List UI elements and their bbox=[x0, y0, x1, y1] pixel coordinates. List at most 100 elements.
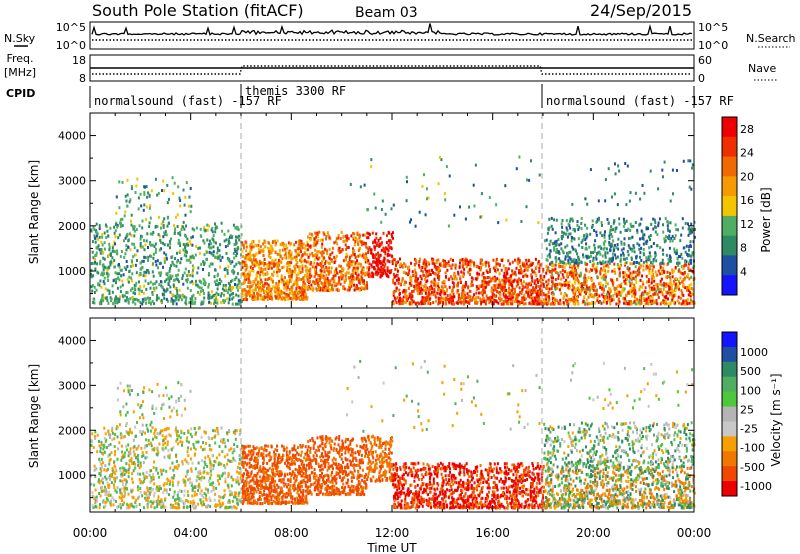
data-cell bbox=[299, 291, 302, 294]
data-cell bbox=[674, 301, 677, 305]
data-cell bbox=[219, 259, 222, 262]
data-cell bbox=[354, 286, 357, 289]
data-cell bbox=[274, 288, 277, 292]
data-cell bbox=[580, 240, 583, 244]
data-cell bbox=[577, 255, 580, 259]
data-cell bbox=[118, 272, 121, 276]
data-cell bbox=[141, 259, 144, 263]
data-cell bbox=[174, 230, 176, 234]
data-cell bbox=[478, 266, 480, 270]
data-cell bbox=[555, 260, 558, 264]
data-cell bbox=[353, 232, 356, 236]
data-cell bbox=[320, 281, 323, 285]
data-cell bbox=[154, 282, 157, 285]
data-cell bbox=[99, 259, 102, 263]
data-cell bbox=[322, 231, 325, 235]
data-cell bbox=[457, 295, 460, 299]
data-cell bbox=[577, 237, 580, 241]
data-cell bbox=[380, 220, 383, 224]
data-cell bbox=[618, 290, 621, 294]
data-cell bbox=[243, 274, 246, 278]
data-cell bbox=[219, 243, 222, 247]
data-cell bbox=[669, 239, 672, 243]
data-cell bbox=[685, 288, 688, 292]
data-cell bbox=[199, 227, 202, 231]
data-cell bbox=[553, 268, 556, 272]
data-cell bbox=[685, 299, 688, 303]
data-cell bbox=[244, 273, 247, 276]
data-cell bbox=[142, 291, 145, 295]
data-cell bbox=[608, 300, 611, 304]
data-cell bbox=[653, 287, 656, 291]
data-cell bbox=[462, 273, 465, 277]
data-cell bbox=[187, 243, 190, 247]
data-cell bbox=[541, 289, 544, 293]
data-cell bbox=[183, 250, 186, 254]
data-cell bbox=[265, 294, 268, 298]
data-cell bbox=[479, 297, 482, 301]
data-cell bbox=[425, 259, 428, 263]
data-cell bbox=[602, 284, 604, 288]
data-cell bbox=[102, 268, 105, 272]
data-cell bbox=[662, 262, 665, 266]
data-cell bbox=[159, 273, 162, 277]
data-cell bbox=[112, 279, 115, 283]
data-cell bbox=[622, 272, 625, 276]
data-cell bbox=[279, 254, 282, 258]
data-cell bbox=[686, 302, 689, 306]
data-cell bbox=[114, 242, 116, 246]
data-cell bbox=[603, 274, 606, 278]
data-cell bbox=[511, 269, 514, 273]
data-cell bbox=[367, 275, 370, 278]
data-cell bbox=[543, 299, 546, 303]
data-cell bbox=[550, 216, 553, 220]
data-cell bbox=[448, 264, 451, 267]
data-cell bbox=[212, 253, 215, 257]
data-cell bbox=[452, 299, 455, 303]
data-cell bbox=[576, 276, 579, 280]
data-cell bbox=[686, 285, 689, 289]
data-cell bbox=[561, 230, 564, 234]
data-cell bbox=[459, 280, 462, 284]
data-cell bbox=[567, 302, 570, 306]
data-cell bbox=[152, 286, 155, 290]
data-cell bbox=[225, 251, 228, 255]
data-cell bbox=[130, 219, 132, 223]
data-cell bbox=[566, 271, 569, 275]
data-cell bbox=[249, 256, 252, 260]
data-cell bbox=[322, 282, 325, 286]
data-cell bbox=[604, 178, 607, 182]
data-cell bbox=[386, 234, 388, 238]
data-cell bbox=[275, 295, 278, 299]
data-cell bbox=[229, 261, 232, 265]
data-cell bbox=[366, 283, 368, 287]
data-cell bbox=[454, 263, 457, 267]
data-cell bbox=[598, 282, 601, 286]
data-cell bbox=[343, 287, 346, 291]
data-cell bbox=[675, 248, 678, 252]
data-cell bbox=[325, 265, 328, 269]
data-cell bbox=[145, 205, 148, 209]
data-cell bbox=[344, 243, 347, 247]
data-cell bbox=[166, 299, 169, 303]
data-cell bbox=[634, 288, 637, 292]
data-cell bbox=[318, 279, 321, 283]
data-cell bbox=[504, 285, 506, 289]
data-cell bbox=[186, 274, 189, 278]
data-cell bbox=[307, 275, 309, 279]
data-cell bbox=[373, 192, 376, 196]
data-cell bbox=[221, 287, 224, 291]
data-cell bbox=[645, 274, 648, 278]
data-cell bbox=[125, 244, 128, 248]
data-cell bbox=[666, 291, 669, 295]
data-cell bbox=[459, 300, 462, 304]
data-cell bbox=[104, 296, 107, 300]
data-cell bbox=[120, 222, 122, 226]
data-cell bbox=[300, 256, 303, 260]
data-cell bbox=[344, 278, 347, 282]
data-cell bbox=[270, 261, 273, 265]
data-cell bbox=[250, 258, 253, 262]
data-cell bbox=[563, 261, 566, 265]
data-cell bbox=[492, 288, 495, 292]
data-cell bbox=[518, 155, 521, 159]
